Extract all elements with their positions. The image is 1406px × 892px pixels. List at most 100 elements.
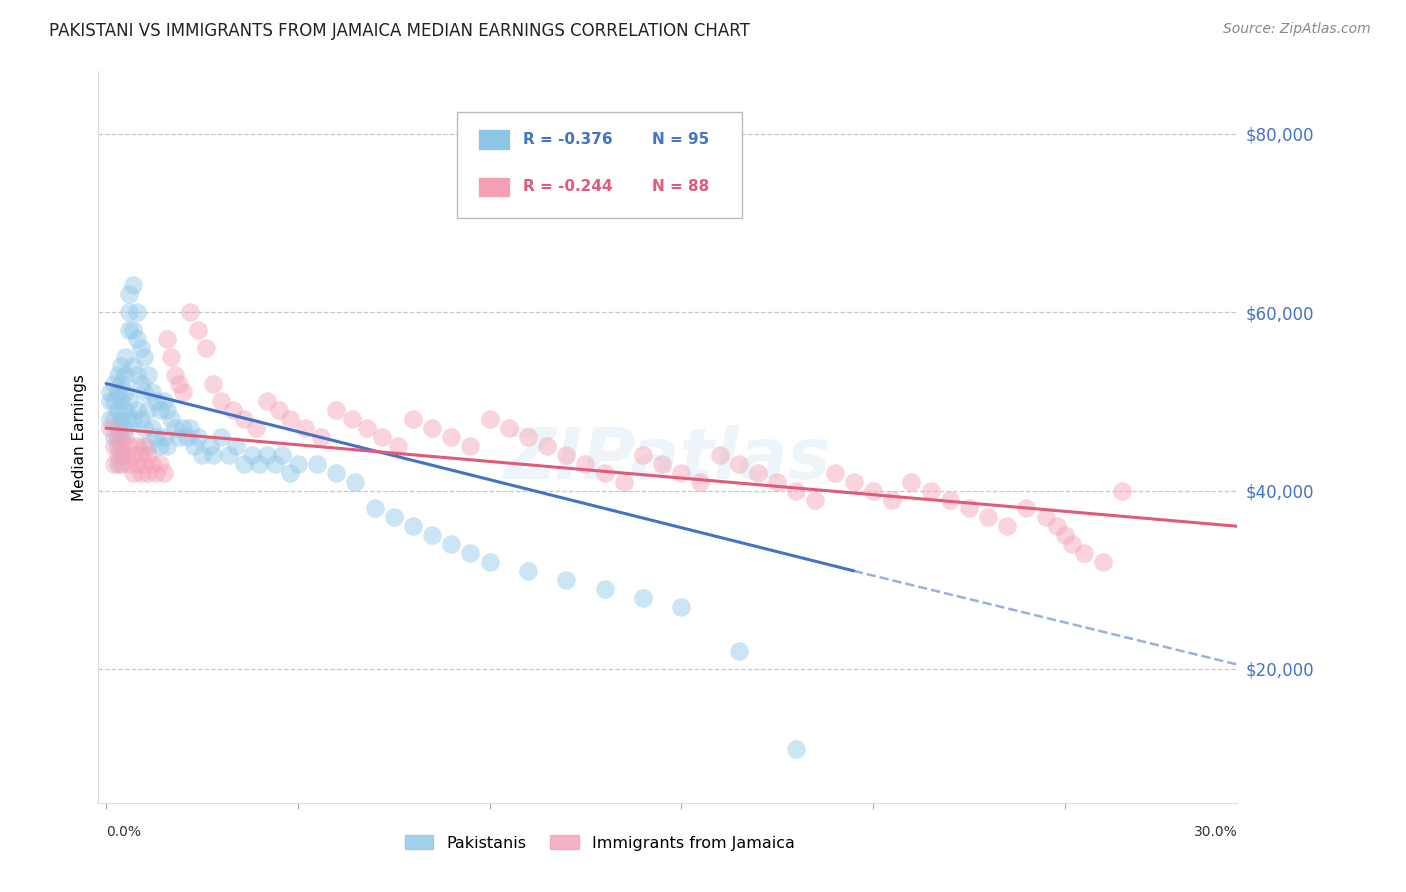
Point xyxy=(125,403,148,417)
Point xyxy=(727,644,749,658)
Point xyxy=(110,439,132,453)
Point xyxy=(136,448,159,462)
Point xyxy=(118,457,141,471)
Point xyxy=(118,287,141,301)
Point xyxy=(172,421,194,435)
Point xyxy=(574,457,596,471)
Point xyxy=(363,501,385,516)
Point xyxy=(110,412,132,426)
Point xyxy=(145,430,167,444)
Point xyxy=(187,430,209,444)
Text: 0.0%: 0.0% xyxy=(105,825,141,839)
Point xyxy=(110,457,132,471)
Point xyxy=(114,368,136,382)
Point xyxy=(145,394,167,409)
Point xyxy=(977,510,1000,524)
Point xyxy=(278,466,301,480)
Point xyxy=(98,385,121,400)
Point xyxy=(187,323,209,337)
Point xyxy=(344,475,367,489)
Point xyxy=(122,448,145,462)
Point xyxy=(152,430,174,444)
Point xyxy=(651,457,673,471)
Point xyxy=(98,412,121,426)
Point xyxy=(631,448,654,462)
Point xyxy=(183,439,205,453)
Point xyxy=(194,341,217,355)
Point xyxy=(110,448,132,462)
Point xyxy=(156,439,179,453)
Point xyxy=(671,466,693,480)
Point xyxy=(420,528,443,542)
Point xyxy=(107,368,129,382)
Point xyxy=(134,439,156,453)
Point xyxy=(371,430,394,444)
Point xyxy=(233,412,256,426)
Point xyxy=(256,448,278,462)
Point xyxy=(160,412,183,426)
Point xyxy=(114,421,136,435)
Point xyxy=(107,439,129,453)
Point xyxy=(233,457,256,471)
Point xyxy=(122,278,145,293)
Point xyxy=(165,368,187,382)
Point xyxy=(125,439,148,453)
Point xyxy=(420,421,443,435)
Point xyxy=(114,385,136,400)
Point xyxy=(114,430,136,444)
Point xyxy=(114,403,136,417)
Point xyxy=(103,394,125,409)
Point xyxy=(221,403,243,417)
Point xyxy=(107,421,129,435)
Point xyxy=(1062,537,1084,551)
Point xyxy=(287,457,309,471)
Point xyxy=(209,430,232,444)
Point xyxy=(957,501,980,516)
Point xyxy=(402,519,425,533)
Point xyxy=(122,323,145,337)
Point xyxy=(671,599,693,614)
Point xyxy=(842,475,865,489)
Point xyxy=(309,430,332,444)
Point xyxy=(136,466,159,480)
Text: R = -0.376: R = -0.376 xyxy=(523,132,613,147)
Point xyxy=(938,492,960,507)
Point xyxy=(107,430,129,444)
Point xyxy=(256,394,278,409)
Point xyxy=(516,564,538,578)
Point xyxy=(134,350,156,364)
Point xyxy=(149,439,172,453)
Point xyxy=(122,412,145,426)
Text: 30.0%: 30.0% xyxy=(1194,825,1237,839)
Point xyxy=(516,430,538,444)
Point xyxy=(136,368,159,382)
Point xyxy=(129,376,152,391)
Point xyxy=(98,394,121,409)
Point xyxy=(1035,510,1057,524)
Point xyxy=(125,305,148,319)
Point xyxy=(387,439,409,453)
Point xyxy=(167,376,190,391)
Point xyxy=(267,403,290,417)
Point xyxy=(118,394,141,409)
Point xyxy=(179,421,201,435)
Point xyxy=(129,466,152,480)
Point xyxy=(179,305,201,319)
Point xyxy=(555,448,578,462)
Point xyxy=(125,457,148,471)
Point xyxy=(766,475,789,489)
Point xyxy=(1111,483,1133,498)
Legend: Pakistanis, Immigrants from Jamaica: Pakistanis, Immigrants from Jamaica xyxy=(398,829,801,857)
Point xyxy=(141,421,163,435)
Point xyxy=(440,537,463,551)
Point xyxy=(118,323,141,337)
Point xyxy=(631,591,654,605)
Point xyxy=(460,546,482,560)
Point xyxy=(122,466,145,480)
Bar xyxy=(478,129,509,150)
Point xyxy=(249,457,271,471)
FancyBboxPatch shape xyxy=(457,112,742,218)
Point xyxy=(593,466,616,480)
Point xyxy=(134,457,156,471)
Point xyxy=(218,448,240,462)
